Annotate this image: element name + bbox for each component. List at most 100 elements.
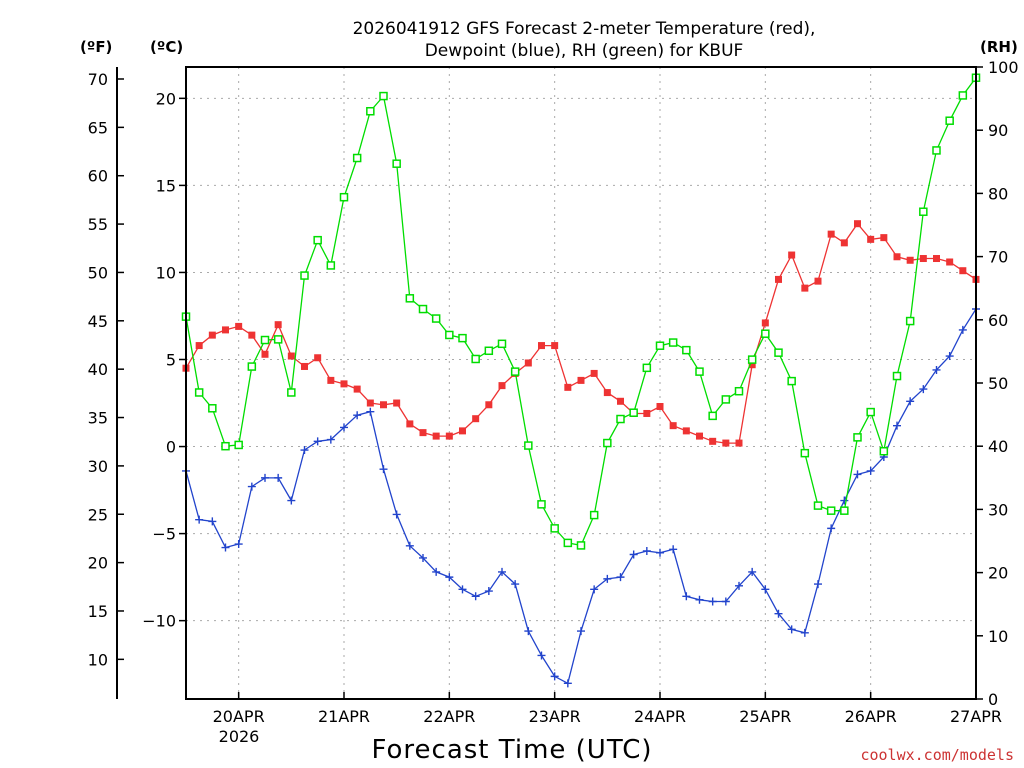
series-1-point-39 <box>695 595 704 604</box>
fahrenheit-unit-label: (ºF) <box>80 38 112 56</box>
series-2-point-30 <box>576 541 586 550</box>
series-0-point-35 <box>643 409 651 417</box>
series-1-point-37 <box>669 545 678 554</box>
series-1-point-30 <box>577 627 585 636</box>
series-0-point-38 <box>682 427 690 435</box>
series-2-point-6 <box>260 335 270 345</box>
series-0-point-42 <box>735 439 743 447</box>
series-1-point-2 <box>208 517 217 526</box>
series-0-point-18 <box>419 429 427 437</box>
series-1-point-21 <box>458 585 467 594</box>
rh-tick-label-5: 50 <box>988 374 1008 393</box>
series-2-point-57 <box>932 146 941 155</box>
series-2-point-19 <box>431 314 441 323</box>
series-0-point-43 <box>748 361 756 369</box>
series-0-point-4 <box>235 322 243 330</box>
series-2-point-26 <box>524 441 533 450</box>
series-0-point-36 <box>656 403 664 411</box>
series-1-point-25 <box>511 580 520 589</box>
x-tick-label-2: 22APR <box>423 707 475 726</box>
series-0-point-14 <box>366 399 374 407</box>
series-2-point-34 <box>629 408 638 417</box>
series-0-point-5 <box>248 331 256 339</box>
series-2-point-23 <box>484 346 494 356</box>
series-0-point-54 <box>893 253 901 261</box>
series-1-point-14 <box>366 407 375 416</box>
series-2-point-46 <box>787 376 796 386</box>
series-0-point-2 <box>208 331 216 339</box>
series-1-point-4 <box>234 540 243 549</box>
series-2-point-17 <box>405 294 415 303</box>
series-1-point-36 <box>656 548 664 557</box>
chart-title: 2026041912 GFS Forecast 2-meter Temperat… <box>353 19 816 61</box>
series-1-point-43 <box>748 567 757 576</box>
series-0-point-33 <box>617 397 624 405</box>
fahrenheit-tick-label-12: 70 <box>88 70 108 89</box>
series-0-point-23 <box>485 401 493 409</box>
series-1-point-17 <box>405 541 414 550</box>
series-2-point-55 <box>905 316 915 326</box>
series-2-point-47 <box>800 448 810 458</box>
series-2-point-1 <box>194 388 204 397</box>
series-0-point-59 <box>959 267 967 275</box>
series-1-point-59 <box>958 325 967 334</box>
series-1-point-42 <box>735 581 743 590</box>
series-0-point-7 <box>274 321 282 329</box>
rh-tick-label-9: 90 <box>988 121 1008 140</box>
series-1-point-51 <box>853 470 862 479</box>
series-1-point-13 <box>353 411 362 420</box>
fahrenheit-tick-label-1: 15 <box>88 602 108 621</box>
series-0-point-47 <box>801 284 809 292</box>
series-1-point-47 <box>800 628 809 637</box>
series-1-point-38 <box>682 592 691 601</box>
series-0-point-53 <box>880 234 888 242</box>
series-0-point-6 <box>261 350 269 358</box>
series-2-point-37 <box>668 338 678 347</box>
series-0-point-11 <box>327 376 335 384</box>
series-1-point-18 <box>419 553 427 562</box>
series-2-point-29 <box>563 538 573 548</box>
series-2-point-2 <box>208 404 217 413</box>
series-2-point-15 <box>379 91 388 101</box>
x-tick-label-6: 26APR <box>845 707 897 726</box>
series-0-point-21 <box>459 427 466 435</box>
series-2-point-9 <box>300 271 309 280</box>
series-0-point-40 <box>709 437 717 445</box>
series-0-point-55 <box>906 256 914 264</box>
series-0-point-1 <box>195 342 203 350</box>
series-1-point-49 <box>827 524 836 533</box>
series-0-point-41 <box>722 439 730 447</box>
fahrenheit-tick-label-0: 10 <box>88 650 108 669</box>
rh-tick-label-6: 60 <box>988 311 1008 330</box>
rh-tick-label-3: 30 <box>988 500 1008 519</box>
series-1-point-45 <box>774 609 783 618</box>
series-1-point-1 <box>195 515 204 524</box>
series-2-point-33 <box>616 414 625 424</box>
celsius-tick-label-4: 10 <box>156 263 176 282</box>
series-2-point-49 <box>826 506 836 515</box>
series-0-point-13 <box>353 385 361 393</box>
series-2 <box>181 73 981 550</box>
x-axis: 20APR 21APR 22APR 23APR 24APR 25APR 26APR 27APR <box>213 692 1002 726</box>
series-0-point-10 <box>314 354 322 362</box>
series-1-point-24 <box>498 567 506 576</box>
series-2-point-11 <box>326 261 336 270</box>
series-1-point-52 <box>866 466 875 475</box>
rh-tick-label-2: 20 <box>988 564 1008 583</box>
series-2-point-38 <box>682 345 691 355</box>
series-0-point-30 <box>577 376 585 384</box>
series-2-point-45 <box>774 348 783 357</box>
fahrenheit-tick-label-10: 60 <box>88 167 108 186</box>
series-1-point-28 <box>550 672 559 681</box>
series-2-point-58 <box>945 116 954 125</box>
series-1-point-23 <box>484 587 493 596</box>
credit-label: coolwx.com/models <box>860 746 1014 764</box>
rh-tick-label-10: 100 <box>988 58 1019 77</box>
rh-tick-label-7: 70 <box>988 248 1008 267</box>
series-line-0 <box>185 222 977 444</box>
series-0-point-16 <box>393 399 401 407</box>
series-1-point-57 <box>932 365 941 374</box>
fahrenheit-tick-label-4: 30 <box>88 457 108 476</box>
series-1-point-9 <box>300 446 309 455</box>
